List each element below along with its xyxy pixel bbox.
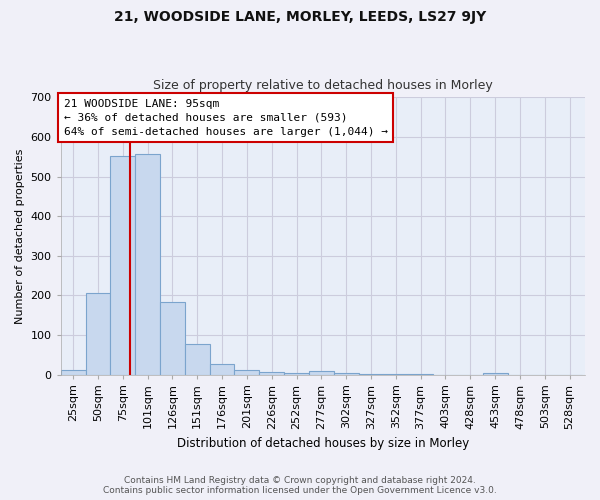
Bar xyxy=(185,344,209,374)
Bar xyxy=(309,370,334,374)
Bar xyxy=(135,154,160,374)
Bar xyxy=(160,302,185,374)
Text: 21, WOODSIDE LANE, MORLEY, LEEDS, LS27 9JY: 21, WOODSIDE LANE, MORLEY, LEEDS, LS27 9… xyxy=(114,10,486,24)
Bar xyxy=(284,372,309,374)
Y-axis label: Number of detached properties: Number of detached properties xyxy=(15,148,25,324)
Bar xyxy=(110,156,135,374)
Text: 21 WOODSIDE LANE: 95sqm
← 36% of detached houses are smaller (593)
64% of semi-d: 21 WOODSIDE LANE: 95sqm ← 36% of detache… xyxy=(64,98,388,136)
X-axis label: Distribution of detached houses by size in Morley: Distribution of detached houses by size … xyxy=(177,437,469,450)
Bar xyxy=(86,292,110,374)
Bar xyxy=(483,372,508,374)
Bar xyxy=(235,370,259,374)
Bar xyxy=(209,364,235,374)
Bar xyxy=(259,372,284,374)
Bar xyxy=(61,370,86,374)
Title: Size of property relative to detached houses in Morley: Size of property relative to detached ho… xyxy=(153,79,493,92)
Text: Contains HM Land Registry data © Crown copyright and database right 2024.
Contai: Contains HM Land Registry data © Crown c… xyxy=(103,476,497,495)
